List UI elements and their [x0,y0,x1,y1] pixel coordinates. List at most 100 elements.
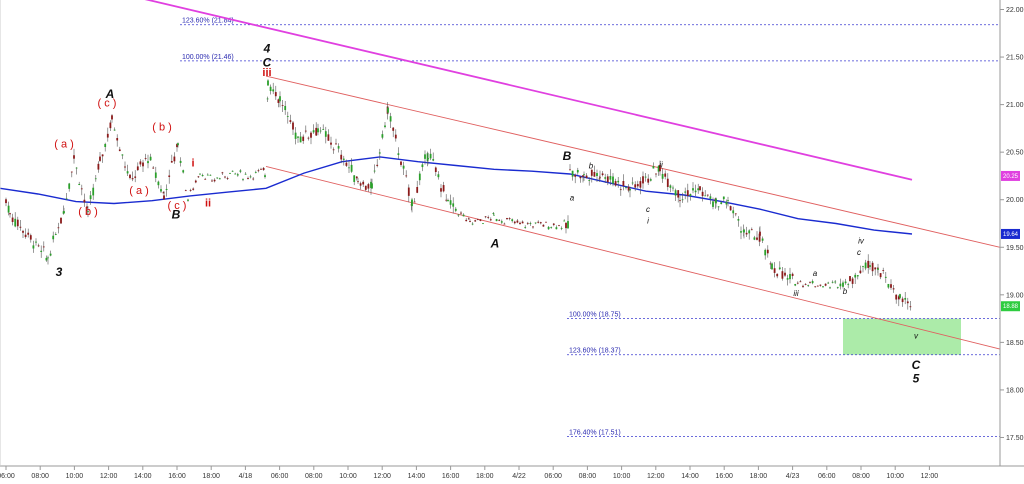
candle-body [310,132,312,138]
candle-body [877,268,879,270]
candle-body [659,164,661,172]
candle-body [655,173,657,175]
candle-body [909,306,912,308]
candle-body [854,274,857,278]
candle-body [576,169,579,173]
wave-label-minor: c [857,248,861,257]
candle-body [601,173,604,176]
candle-body [204,178,207,180]
candle-body [402,165,405,169]
candle-body [355,176,358,179]
candle-body [142,162,144,167]
candle-body [822,286,824,288]
candle-body [22,230,24,233]
candle-body [60,217,62,224]
candle-body [139,161,142,165]
candle-body [97,163,100,170]
candle-body [827,282,830,284]
x-tick-label: 16:00 [715,473,733,480]
candle-body [173,156,176,162]
candle-body [816,285,819,287]
candle-body [526,222,529,224]
candle-body [118,149,121,152]
candle-body [737,219,740,221]
fib-level-label: 123.60% (21.84) [182,18,234,25]
candle-body [357,181,359,183]
candle-body [884,276,887,278]
candle-body [644,176,647,178]
wave-label-intermediate: ( c ) [98,98,117,110]
candle-body [426,153,429,162]
candle-body [5,199,7,204]
candle-body [636,184,639,187]
candle-body [176,144,178,148]
candle-body [80,188,83,190]
wave-label-primary: 3 [56,265,63,279]
candle-body [814,286,817,288]
candle-body [506,218,508,220]
x-tick-label: 12:00 [100,473,118,480]
candle-body [727,200,729,202]
candle-body [154,172,157,178]
candle-body [381,134,384,138]
wave-label-primary: B [563,149,572,163]
candle-body [689,194,692,196]
x-tick-label: 10:00 [886,473,904,480]
candle-body [545,221,547,223]
candle-body [579,176,582,179]
candle-body [869,265,871,267]
candle-body [330,142,332,145]
candle-body [421,164,424,168]
candle-body [617,180,620,183]
price-tag-label: 19.64 [1003,232,1019,238]
wave-label-intermediate: i [191,157,194,169]
candle-body [260,168,262,170]
price-tag [1001,170,1020,181]
candle-body [652,166,655,169]
candle-body [552,223,555,225]
candle-body [392,127,395,131]
wave-label-minor: a [813,269,818,278]
candle-body [699,186,701,191]
candle-body [467,218,470,220]
candle-body [126,171,129,174]
candle-body [612,176,614,184]
candle-body [874,267,877,270]
candle-body [666,178,669,187]
candle-body [99,156,101,161]
wave-label-intermediate: ( c ) [168,200,187,212]
x-tick-label: 10:00 [339,473,357,480]
candle-body [121,154,124,156]
x-tick-label: 10:00 [66,473,84,480]
candle-body [465,219,468,222]
x-tick-label: 06:00 [0,473,15,480]
candle-body [619,189,622,191]
wave-label-minor: ii [659,160,663,169]
candle-body [197,176,200,178]
candle-body [614,181,617,186]
candle-body [664,173,667,177]
x-tick-label: 12:00 [921,473,939,480]
candle-body [847,284,850,286]
candle-body [720,202,723,204]
candle-body [717,206,720,208]
wave-label-intermediate: iii [262,67,271,79]
candle-body [776,273,779,277]
candle-body [189,190,192,191]
wave-label-minor: b [589,161,594,170]
candle-body [134,176,137,178]
candle-body [304,130,307,132]
candle-body [47,257,49,259]
candle-body [442,185,445,192]
candle-body [709,196,712,199]
channel-upper-line [265,75,1001,248]
candle-body [9,213,11,215]
wave-label-intermediate: ( b ) [152,121,172,133]
candle-body [585,175,588,178]
candle-body [63,211,65,214]
candle-body [819,284,822,286]
candle-body [89,195,92,200]
candle-body [474,220,477,222]
candle-body [267,80,269,86]
